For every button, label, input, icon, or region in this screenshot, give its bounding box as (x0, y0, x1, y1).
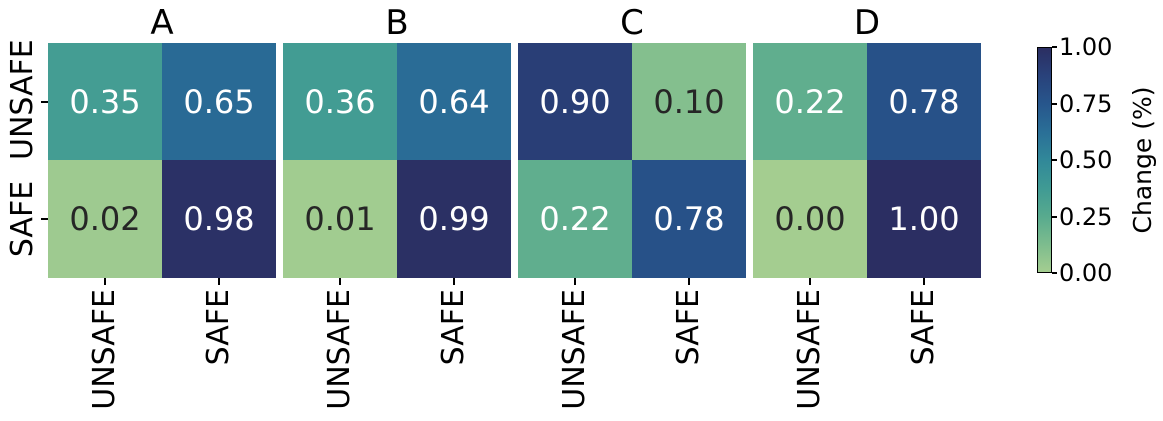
x-tick-label: SAFE (671, 289, 706, 366)
colorbar-tick-label: 1.00 (1059, 33, 1113, 61)
colorbar-tick-label: 0.50 (1059, 146, 1113, 174)
heatmap-cell-C-r0c1: 0.10 (632, 43, 746, 160)
heatmap-cell-C-r1c1: 0.78 (632, 160, 746, 278)
heatmap-panel-C: 0.90 0.10 0.22 0.78 (518, 43, 746, 278)
x-tick (218, 278, 220, 285)
y-tick (41, 218, 48, 220)
x-tick-label: UNSAFE (322, 289, 357, 410)
colorbar-tick (1052, 215, 1057, 218)
heatmap-cell-A-r0c0: 0.35 (48, 43, 162, 160)
x-tick-label: UNSAFE (557, 289, 592, 410)
heatmap-panel-B: 0.36 0.64 0.01 0.99 (283, 43, 511, 278)
colorbar-tick (1052, 46, 1057, 48)
x-tick (339, 278, 341, 285)
y-tick (41, 100, 48, 103)
heatmap-cell-B-r1c0: 0.01 (283, 160, 397, 278)
colorbar-tick (1052, 102, 1057, 105)
panel-title-D: D (853, 3, 881, 43)
heatmap-cell-D-r1c0: 0.00 (753, 160, 867, 278)
heatmap-cell-B-r0c0: 0.36 (283, 43, 397, 160)
x-tick (104, 278, 106, 285)
panel-title-C: C (620, 3, 644, 43)
heatmap-cell-D-r0c1: 0.78 (867, 43, 981, 160)
heatmap-panel-A: 0.35 0.65 0.02 0.98 (48, 43, 276, 278)
x-tick-label: SAFE (436, 289, 471, 366)
heatmap-cell-B-r1c1: 0.99 (397, 160, 511, 278)
x-tick-label: SAFE (906, 289, 941, 366)
colorbar-gradient (1037, 47, 1052, 273)
x-tick-label: SAFE (201, 289, 236, 366)
x-tick-label: UNSAFE (87, 289, 122, 410)
y-tick-label: SAFE (5, 180, 40, 258)
colorbar-tick (1052, 159, 1057, 161)
x-tick (453, 278, 455, 285)
heatmap-cell-B-r0c1: 0.64 (397, 43, 511, 160)
x-tick (923, 278, 925, 285)
x-tick (574, 278, 576, 285)
heatmap-cell-D-r1c1: 1.00 (867, 160, 981, 278)
colorbar-tick (1052, 272, 1057, 274)
heatmap-cell-C-r0c0: 0.90 (518, 43, 632, 160)
x-tick-label: UNSAFE (792, 289, 827, 410)
colorbar-tick-label: 0.25 (1059, 202, 1113, 231)
colorbar-axis-label: Change (%) (1128, 86, 1157, 234)
heatmap-cell-A-r1c1: 0.98 (162, 160, 276, 278)
heatmap-cell-D-r0c0: 0.22 (753, 43, 867, 160)
heatmap-cell-A-r1c0: 0.02 (48, 160, 162, 278)
heatmap-cell-A-r0c1: 0.65 (162, 43, 276, 160)
panel-title-A: A (150, 3, 174, 43)
y-tick-label: UNSAFE (5, 39, 40, 160)
panel-title-B: B (385, 3, 409, 43)
x-tick (809, 278, 811, 285)
colorbar-tick-label: 0.00 (1059, 259, 1113, 287)
heatmap-panel-D: 0.22 0.78 0.00 1.00 (753, 43, 981, 278)
heatmap-cell-C-r1c0: 0.22 (518, 160, 632, 278)
colorbar-tick-label: 0.75 (1059, 89, 1113, 118)
x-tick (688, 278, 690, 285)
